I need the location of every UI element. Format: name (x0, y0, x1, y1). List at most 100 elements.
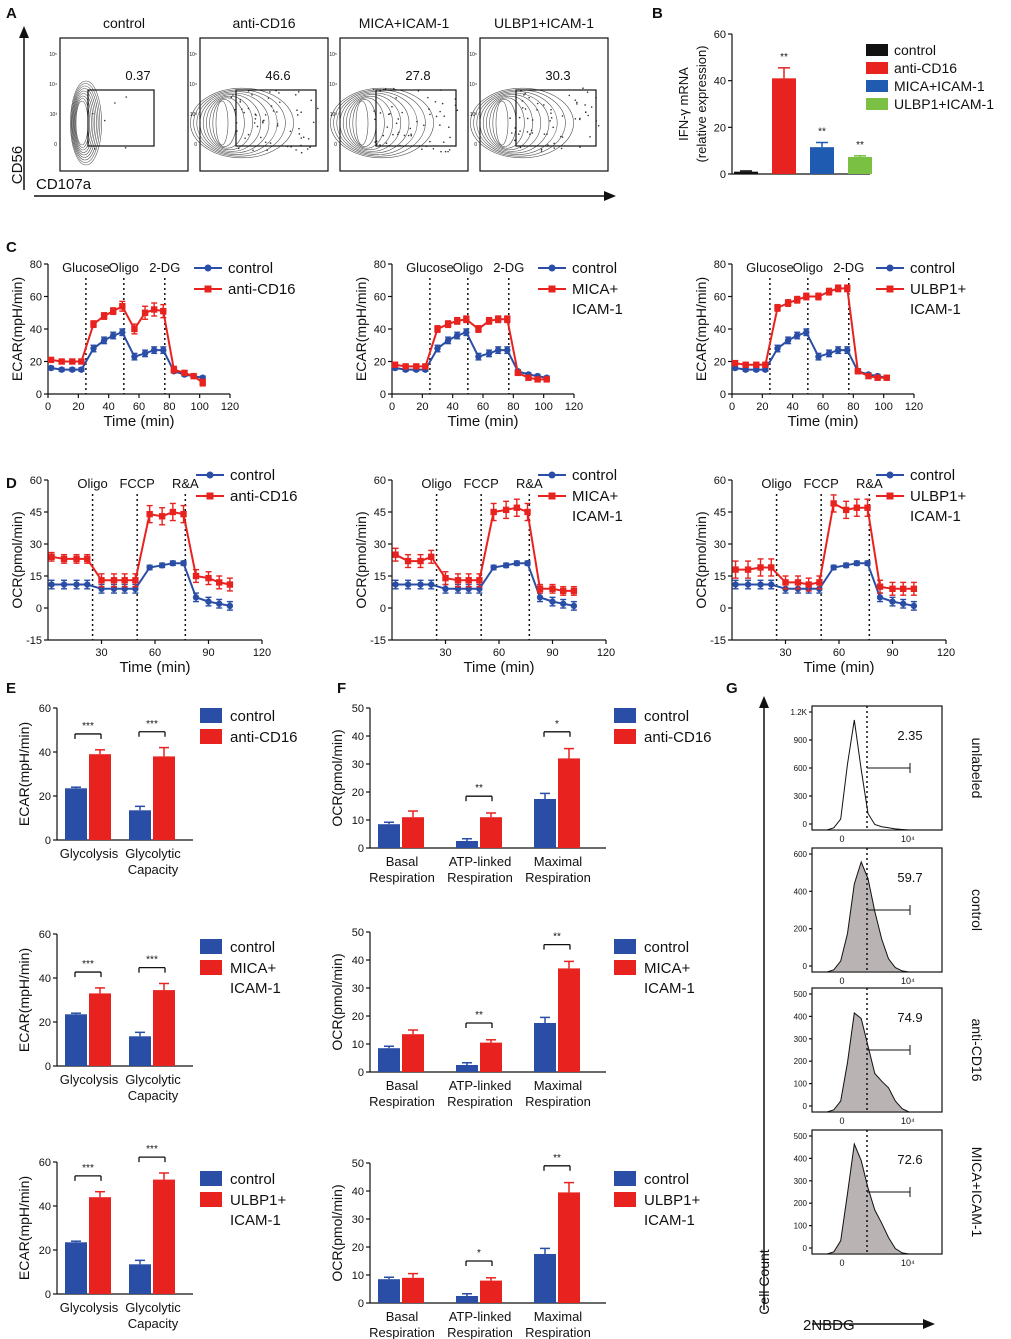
y-tick-label: 40 (352, 1186, 364, 1198)
data-point (476, 577, 483, 584)
legend-label: ULBP1+ICAM-1 (894, 96, 994, 112)
y-tick-label: 0 (380, 603, 386, 615)
legend-label: control (910, 467, 955, 484)
event-dot (259, 136, 262, 139)
histogram-sample-label: anti-CD16 (969, 1018, 985, 1081)
contour-line (75, 98, 91, 148)
data-point (774, 345, 781, 352)
injection-label: 2-DG (149, 260, 180, 275)
legend-marker (548, 492, 556, 500)
y-axis-label: ECAR(mpH/min) (16, 722, 32, 826)
x-tick-label: 90 (202, 647, 214, 659)
y-tick-label: 40 (39, 1201, 51, 1213)
event-dot (561, 136, 564, 138)
y-tick-label: 40 (352, 731, 364, 743)
data-point (475, 325, 482, 333)
bar (558, 968, 580, 1072)
y-axis-label: ECAR(mpH/min) (353, 277, 369, 381)
event-dot (439, 110, 441, 113)
legend-swatch (614, 960, 636, 975)
event-dot (550, 112, 552, 114)
event-dot (513, 139, 516, 142)
data-point (73, 581, 80, 588)
histogram-curve (826, 1012, 910, 1113)
bar (456, 1065, 478, 1072)
event-dot (392, 133, 394, 136)
event-dot (443, 115, 446, 117)
data-point (816, 579, 823, 586)
category-label: ATP-linked (449, 1078, 512, 1093)
category-label: Respiration (369, 870, 435, 885)
y-tick-label: 60 (39, 1157, 51, 1169)
histogram-curve (826, 719, 910, 831)
data-point (158, 562, 166, 569)
injection-label: Glucose (746, 260, 794, 275)
data-point (794, 296, 801, 303)
legend-label: control (230, 939, 275, 956)
x-axis-label: Time (min) (447, 413, 518, 430)
data-point (132, 577, 139, 584)
histogram-curve (826, 1142, 910, 1255)
x-tick-label: 40 (787, 401, 799, 413)
x-tick-label: 30 (779, 647, 791, 659)
data-point (428, 553, 435, 560)
significance-mark: *** (146, 719, 158, 730)
flow-tick: 0 (334, 142, 337, 148)
event-dot (307, 137, 310, 140)
data-point (864, 504, 871, 511)
event-dot (517, 133, 520, 136)
data-point (490, 564, 497, 571)
y-tick-label: 60 (374, 292, 386, 304)
flow-tick: 0 (474, 142, 477, 148)
y-tick-label: 0 (358, 1067, 364, 1079)
event-dot (410, 134, 413, 137)
event-dot (550, 108, 552, 111)
data-point (534, 376, 541, 383)
data-point (444, 337, 452, 344)
legend-label: control (644, 1171, 689, 1188)
event-dot (540, 148, 543, 151)
flow-tick: 0 (54, 142, 57, 148)
significance-mark: * (555, 719, 559, 730)
y-axis-label: OCR(pmol/min) (9, 511, 25, 608)
nbdg-axis-label: 2NBDG (803, 1317, 855, 1334)
data-point (110, 307, 117, 315)
legend-label: anti-CD16 (644, 729, 712, 746)
event-dot (441, 102, 444, 105)
injection-label: FCCP (803, 476, 838, 491)
event-dot (432, 147, 435, 150)
significance-mark: *** (82, 959, 94, 970)
contour-line (355, 100, 369, 146)
legend-swatch (866, 80, 888, 92)
event-dot (401, 111, 403, 114)
data-point (504, 346, 511, 354)
data-point (865, 372, 872, 380)
histogram-sample-label: unlabeled (969, 738, 985, 799)
event-dot (391, 105, 393, 108)
event-dot (576, 103, 578, 105)
bar (153, 1179, 175, 1294)
y-tick-label: 0 (358, 1298, 364, 1310)
event-dot (244, 137, 246, 139)
data-point (731, 359, 739, 367)
legend-marker (548, 285, 556, 293)
data-point (434, 345, 441, 352)
x-axis-label: Time (min) (103, 413, 174, 430)
event-dot (254, 118, 257, 120)
event-dot (379, 144, 381, 146)
data-point (762, 361, 769, 368)
event-dot (576, 101, 578, 104)
event-dot (298, 127, 300, 130)
bar (772, 78, 796, 174)
legend-label: control (644, 708, 689, 725)
data-point (830, 500, 837, 507)
legend-swatch (200, 939, 222, 954)
contour-line (495, 100, 509, 146)
contour-line (72, 88, 97, 158)
data-point (58, 358, 65, 365)
data-point (876, 594, 884, 601)
x-tick-label: 0 (839, 1258, 844, 1268)
category-label: Glycolysis (60, 1300, 119, 1315)
data-point (463, 316, 470, 323)
data-point (402, 363, 409, 370)
